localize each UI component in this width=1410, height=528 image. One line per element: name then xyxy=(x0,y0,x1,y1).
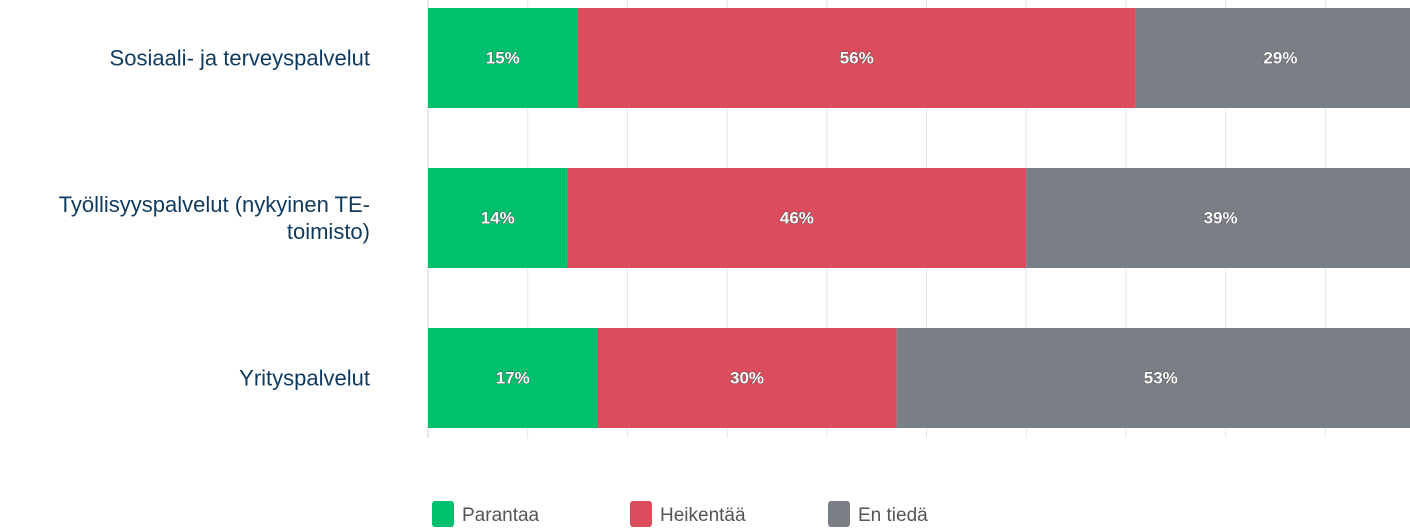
category-label: Sosiaali- ja terveyspalvelut xyxy=(109,45,370,71)
legend-swatch xyxy=(828,501,850,527)
legend-swatch xyxy=(432,501,454,527)
bar-segment xyxy=(1026,168,1410,268)
bar-segment xyxy=(567,168,1027,268)
data-label: 17% xyxy=(496,368,530,387)
legend-swatch xyxy=(630,501,652,527)
data-label: 15% xyxy=(486,48,520,67)
bar-segment xyxy=(577,8,1136,108)
data-label: 30% xyxy=(730,368,764,387)
legend-label: Parantaa xyxy=(462,505,540,526)
bar-segment xyxy=(428,168,568,268)
category-label: Yrityspalvelut xyxy=(239,365,370,391)
data-label: 39% xyxy=(1204,208,1238,227)
data-label: 53% xyxy=(1144,368,1178,387)
bar-segment xyxy=(1135,8,1410,108)
category-label: Työllisyyspalvelut (nykyinen TE-toimisto… xyxy=(58,192,370,244)
data-label: 29% xyxy=(1263,48,1297,67)
data-label: 46% xyxy=(780,208,814,227)
bar-segment xyxy=(896,328,1410,428)
legend-label: En tiedä xyxy=(858,505,928,526)
bar-segment xyxy=(428,328,598,428)
bar-segment xyxy=(428,8,578,108)
bar-segment xyxy=(597,328,897,428)
data-label: 56% xyxy=(840,48,874,67)
legend-label: Heikentää xyxy=(660,505,746,526)
data-label: 14% xyxy=(481,208,515,227)
